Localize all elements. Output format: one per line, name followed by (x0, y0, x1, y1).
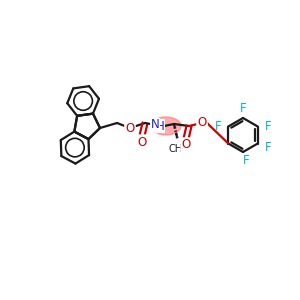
Text: O: O (137, 136, 147, 148)
Text: O: O (182, 139, 190, 152)
Text: F: F (243, 154, 249, 167)
Text: CH₃: CH₃ (169, 144, 187, 154)
Text: F: F (264, 120, 271, 133)
Ellipse shape (151, 117, 181, 135)
Text: F: F (215, 120, 222, 133)
Text: O: O (197, 116, 207, 130)
Text: O: O (125, 122, 135, 134)
Text: F: F (264, 141, 271, 154)
Text: F: F (240, 103, 246, 116)
Text: N: N (151, 118, 159, 131)
Text: H: H (156, 119, 164, 133)
